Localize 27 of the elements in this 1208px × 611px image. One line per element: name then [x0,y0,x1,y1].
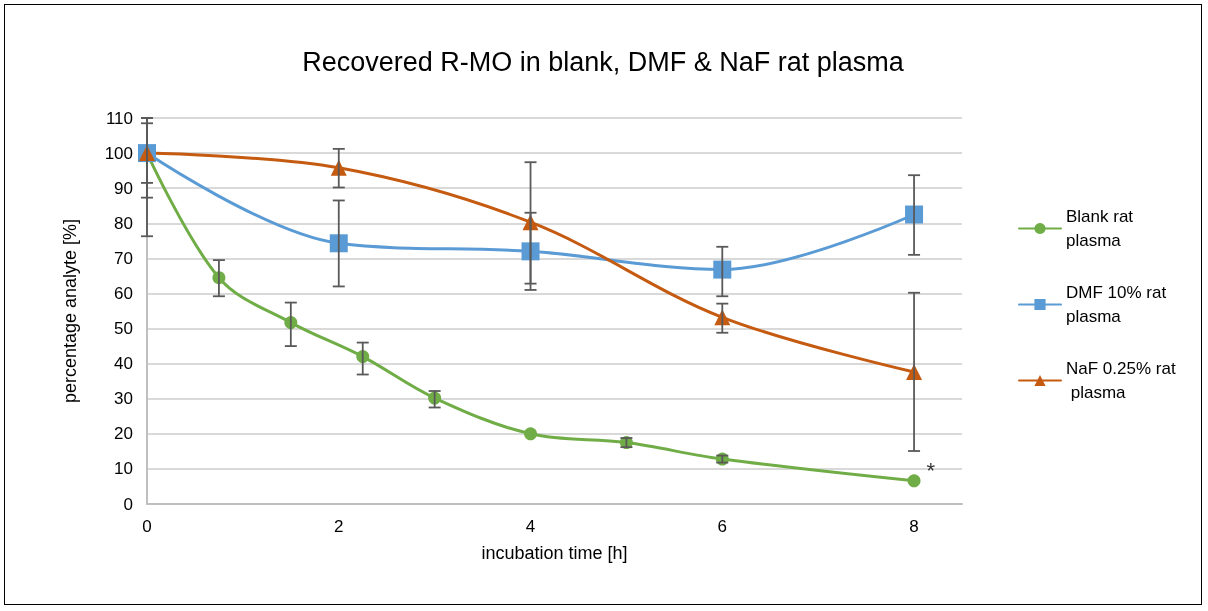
y-tick-label: 50 [114,319,133,339]
y-tick-label: 30 [114,389,133,409]
chart-title: Recovered R-MO in blank, DMF & NaF rat plasma [302,46,905,77]
y-tick-label: 40 [114,354,133,374]
x-tick-label: 8 [909,517,919,536]
x-tick-label: 2 [334,517,344,536]
x-tick-label: 4 [525,517,536,536]
point [524,427,538,441]
point [907,474,921,488]
y-tick-label: 80 [114,213,133,233]
y-tick-label: 10 [114,459,133,479]
y-tick-label: 60 [114,283,133,303]
y-tick-label: 0 [123,494,133,514]
legend-label: DMF 10% rat plasma [1066,283,1171,326]
annotation: * [926,458,936,484]
x-tick-label: 0 [142,517,152,536]
point [521,242,540,261]
x-axis-title: incubation time [h] [481,543,628,563]
y-tick-label: 20 [114,424,133,444]
legend-label: NaF 0.25% rat plasma [1066,359,1176,402]
y-tick-label: 90 [114,178,133,198]
y-tick-label: 110 [105,108,133,128]
y-tick-label: 70 [114,248,133,268]
x-tick-label: 6 [717,517,728,536]
y-axis-title: percentage analyte [%] [60,218,80,404]
legend-label: Blank rat plasma [1066,207,1138,250]
y-tick-label: 100 [104,143,133,163]
